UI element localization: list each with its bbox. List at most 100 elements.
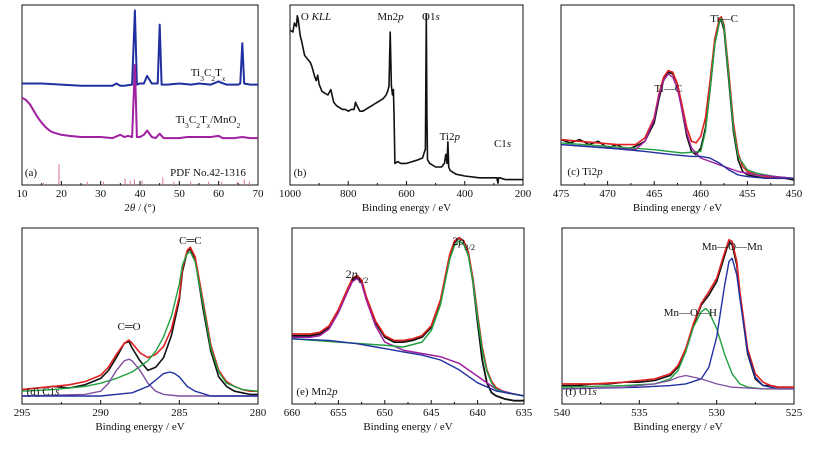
x-tick-label: 30 xyxy=(95,188,107,200)
annotation-mn2p-part: Mn2 xyxy=(377,11,398,23)
x-tick-label: 470 xyxy=(599,188,616,200)
annotation-mn-o-mn: Mn—O—Mn xyxy=(702,241,763,253)
panel-label: (c) Ti2p xyxy=(567,166,603,178)
x-tick-label: 20 xyxy=(56,188,68,200)
series-line-fit xyxy=(292,237,525,397)
series-line-c-o xyxy=(22,371,258,397)
series-label-ti3c2tx-mno2: Ti3C2Tx/MnO2 xyxy=(176,114,241,130)
annotation-o-kll-part: O xyxy=(301,11,312,23)
annotation-o1s-part: s xyxy=(435,11,439,23)
x-tick-label: 635 xyxy=(516,407,533,419)
series-label-ti3c2tx-part: 2 xyxy=(211,74,215,83)
x-axis-label: Binding energy / eV xyxy=(362,202,451,214)
series-label-ti3c2tx-mno2-part: C xyxy=(189,114,196,126)
annotation-2p-3-2-part: p xyxy=(457,234,464,248)
panel-label: (e) Mn2p xyxy=(296,386,338,398)
series-line-ti3c2tx xyxy=(22,9,258,87)
x-tick-label: 660 xyxy=(284,407,301,419)
x-tick-label: 650 xyxy=(377,407,394,419)
x-tick-label: 600 xyxy=(398,188,415,200)
annotation-2p-3-2-part: 2 xyxy=(452,234,458,248)
x-tick-label: 475 xyxy=(553,188,570,200)
series-line-ti3c2tx-mno2 xyxy=(21,64,258,140)
x-axis-label: Binding energy / eV xyxy=(633,421,722,433)
series-label-ti3c2tx-mno2-part: 3 xyxy=(185,121,189,130)
x-tick-label: 525 xyxy=(786,407,803,419)
x-tick-label: 40 xyxy=(135,188,147,200)
annotation-2p-1-2-part: 1/2 xyxy=(358,276,369,285)
annotation-mn2p: Mn2p xyxy=(377,11,404,23)
series-line-raw xyxy=(560,19,795,181)
x-tick-label: 1000 xyxy=(279,188,302,200)
plot-frame xyxy=(560,4,795,186)
series-line-mn-o-mn xyxy=(561,257,794,390)
series-line-mn-o-h xyxy=(561,307,794,390)
annotation-2p-1-2-part: p xyxy=(351,267,358,281)
annotation-ti-c-main: Ti—C xyxy=(710,13,738,25)
x-axis-label: Binding energy / eV xyxy=(633,202,722,214)
series-line-fit xyxy=(21,246,258,393)
series-label-ti3c2tx-part: x xyxy=(221,74,226,83)
series-line-minor xyxy=(561,374,794,390)
x-tick-label: 655 xyxy=(330,407,347,419)
reference-label: PDF No.42-1316 xyxy=(170,167,246,179)
panel-label-part: (e) Mn2 xyxy=(296,386,332,398)
panel-label-part: (f) O1 xyxy=(565,386,592,398)
series-line-fit xyxy=(560,15,794,180)
x-axis-label-part: θ xyxy=(130,202,136,214)
x-tick-label: 70 xyxy=(253,188,265,200)
annotation-ti2p-part: p xyxy=(454,131,461,143)
series-label-ti3c2tx-mno2-part: Ti xyxy=(176,114,185,126)
panel-label-part: s xyxy=(55,386,59,398)
annotation-mn-o-h: Mn—O—H xyxy=(664,307,717,319)
annotation-c1s-part: C1 xyxy=(494,138,507,150)
panel-label: (b) xyxy=(294,167,307,179)
panel-f-o1s: 540 535 530 525 (f) O1s Mn—O—Mn Mn—O—H Binding … xyxy=(554,227,803,433)
series-label-ti3c2tx: Ti3C2Tx xyxy=(191,67,226,83)
x-tick-label: 460 xyxy=(693,188,710,200)
series-line-c-c xyxy=(21,251,259,392)
panel-label: (f) O1s xyxy=(565,386,596,398)
panel-label-part: s xyxy=(592,386,596,398)
series-line-c-o xyxy=(21,358,258,397)
annotation-2p-1-2: 2p1/2 xyxy=(346,267,369,285)
series-line-mn-2p3-2 xyxy=(291,240,525,397)
x-axis-label-part: 2 xyxy=(124,202,130,214)
series-label-ti3c2tx-part: 3 xyxy=(200,74,204,83)
annotation-c1s-part: s xyxy=(507,138,511,150)
series-line-raw xyxy=(21,248,258,396)
series-line-baseline xyxy=(291,338,525,397)
panel-label-part: p xyxy=(596,166,603,178)
x-tick-label: 540 xyxy=(554,407,571,419)
series-line-mn-2p1-2 xyxy=(292,277,525,397)
x-tick-label: 800 xyxy=(340,188,357,200)
panel-label-part: (c) Ti2 xyxy=(567,166,597,178)
annotation-o-kll: O KLL xyxy=(301,11,331,23)
series-label-ti3c2tx-part: Ti xyxy=(191,67,200,79)
panel-b-survey: 1000 800 600 400 200(b)O KLL Mn2p O1sTi2pC1sBi… xyxy=(279,4,532,214)
series-label-ti3c2tx-mno2-part: x xyxy=(206,121,211,130)
panel-label: (a) xyxy=(25,167,38,179)
x-axis-label: Binding energy / eV xyxy=(363,421,452,433)
x-tick-label: 50 xyxy=(174,188,186,200)
annotation-ti2p: Ti2p xyxy=(440,131,461,143)
panel-e-mn2p: 660 655 650 645 640 635(e) Mn2p2p1/22p3/2Bind… xyxy=(284,227,533,433)
panel-c-ti2p: 475 470 465 460 455 450 (c) Ti2p Ti—C Ti—C Bindin… xyxy=(553,4,803,214)
x-tick-label: 645 xyxy=(423,407,440,419)
x-tick-label: 285 xyxy=(171,407,188,419)
x-tick-label: 640 xyxy=(469,407,486,419)
annotation-2p-3-2: 2p3/2 xyxy=(452,234,475,252)
x-tick-label: 60 xyxy=(213,188,225,200)
x-tick-label: 10 xyxy=(17,188,29,200)
series-line-survey xyxy=(289,13,523,184)
x-tick-label: 465 xyxy=(646,188,663,200)
panel-label-part: p xyxy=(331,386,338,398)
x-axis-label: 2θ / (°) xyxy=(124,202,156,214)
x-tick-label: 290 xyxy=(92,407,109,419)
plot-frame xyxy=(289,4,524,186)
x-tick-label: 535 xyxy=(631,407,648,419)
series-line-ti-c-2p3-2 xyxy=(560,17,795,179)
series-label-ti3c2tx-mno2-part: 2 xyxy=(237,121,241,130)
x-tick-label: 280 xyxy=(250,407,267,419)
